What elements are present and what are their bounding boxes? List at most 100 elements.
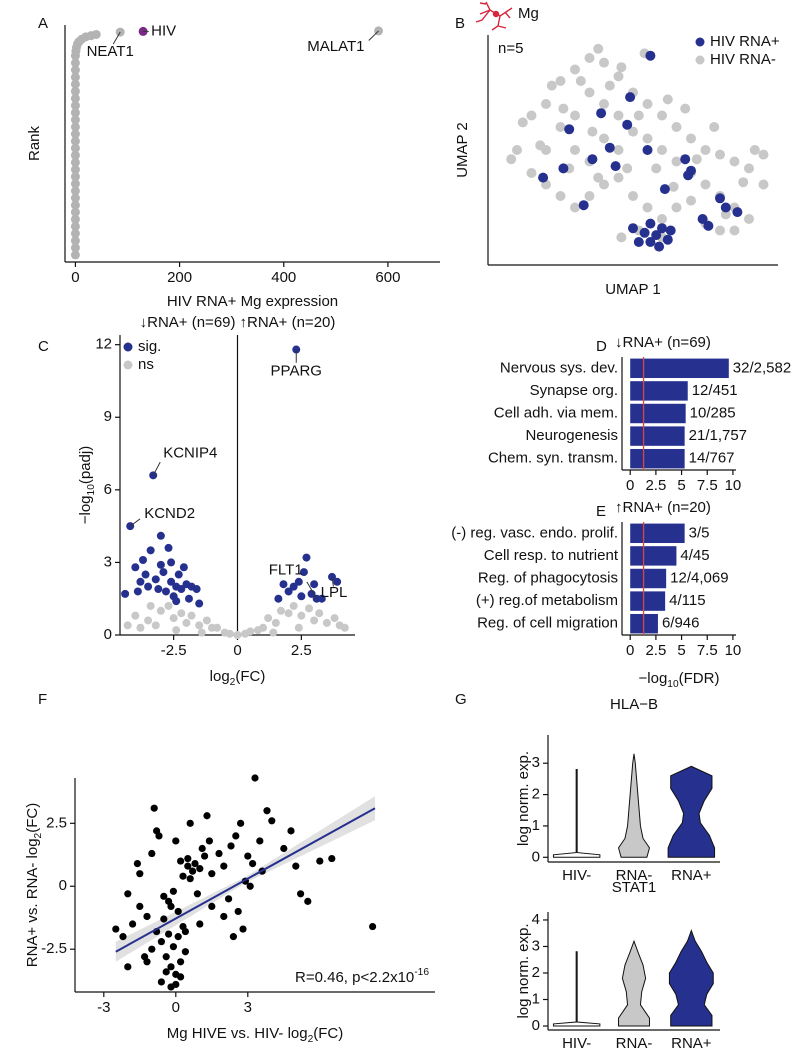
point <box>225 629 234 638</box>
point <box>625 92 636 103</box>
x-tick-label: 200 <box>167 269 192 286</box>
point <box>697 214 708 224</box>
y-axis-label: RNA+ vs. RNA- log2(FC) <box>24 803 44 967</box>
point <box>251 774 259 782</box>
count-label: 12/4,069 <box>670 569 728 586</box>
point <box>700 179 711 190</box>
label-part: log <box>210 668 230 685</box>
point <box>136 870 144 878</box>
bar <box>630 591 666 611</box>
point <box>671 202 682 213</box>
label-part: (padj) <box>77 446 94 484</box>
category-label: Reg. of cell migration <box>477 615 618 632</box>
leader-line <box>129 518 141 527</box>
point <box>244 852 252 860</box>
count-label: 21/1,757 <box>689 427 747 444</box>
point <box>220 912 228 921</box>
point <box>205 837 213 845</box>
point <box>181 948 189 956</box>
point <box>177 958 185 966</box>
point <box>287 827 295 835</box>
point <box>304 897 312 905</box>
y-tick-label: 2 <box>532 786 540 803</box>
x-tick-label: 7.5 <box>697 642 718 659</box>
chart-title: Mg <box>518 5 539 22</box>
violin <box>618 939 650 1027</box>
point <box>164 601 173 610</box>
point <box>70 186 80 196</box>
point <box>131 611 140 620</box>
x-tick-label: -3 <box>97 999 110 1016</box>
microglia-icon <box>475 1 513 31</box>
point <box>229 933 237 941</box>
point <box>172 597 181 606</box>
bar <box>630 403 686 424</box>
point <box>322 618 331 627</box>
y-tick-label: 3 <box>532 754 540 771</box>
count-label: 3/5 <box>689 524 710 541</box>
point <box>191 860 199 868</box>
panel-letter: D <box>596 338 607 355</box>
point <box>310 616 319 625</box>
point <box>651 163 662 174</box>
x-tick-label: 2.5 <box>645 642 666 659</box>
point <box>512 145 522 155</box>
point <box>177 973 185 981</box>
point <box>558 103 569 114</box>
point <box>651 230 662 241</box>
y-axis-label: −log10(padj) <box>77 446 97 524</box>
point <box>555 191 566 201</box>
y-tick-label: 2.5 <box>46 814 67 831</box>
point <box>196 920 204 928</box>
y-tick-label: 0 <box>532 1017 540 1034</box>
legend-marker <box>123 360 133 370</box>
x-tick-label: 2.5 <box>291 642 312 659</box>
point <box>177 857 185 865</box>
point-label: NEAT1 <box>87 43 134 60</box>
point <box>156 560 165 569</box>
x-tick-label: 5 <box>677 477 685 494</box>
point <box>70 93 80 103</box>
point <box>263 807 271 815</box>
point <box>691 154 702 165</box>
point-label: PPARG <box>271 362 322 379</box>
point <box>758 149 769 160</box>
point <box>657 145 667 155</box>
point <box>70 221 80 231</box>
point <box>604 80 615 91</box>
point <box>657 214 667 224</box>
point <box>633 110 644 121</box>
y-tick-label: -2.5 <box>41 940 67 957</box>
panel-letter: E <box>596 503 606 520</box>
point <box>225 895 233 903</box>
point <box>177 609 186 618</box>
point <box>136 902 144 911</box>
point <box>91 29 101 39</box>
point <box>310 580 319 589</box>
x-tick-label: RNA- <box>616 1035 653 1050</box>
point <box>184 862 192 870</box>
point <box>686 133 696 144</box>
point <box>622 163 633 174</box>
bar <box>630 358 729 379</box>
point <box>154 585 163 594</box>
x-tick-label: 5 <box>677 642 685 659</box>
point <box>208 902 216 911</box>
x-tick-label: 2.5 <box>645 477 666 494</box>
panel-letter: F <box>38 691 47 708</box>
point <box>167 963 175 971</box>
point <box>208 870 216 878</box>
point <box>659 184 670 195</box>
point <box>131 563 140 572</box>
y-tick-label: 3 <box>104 553 112 570</box>
y-tick-label: 6 <box>104 481 112 498</box>
point <box>201 852 209 860</box>
point <box>195 621 204 630</box>
y-tick-label: 12 <box>95 336 112 353</box>
point <box>657 110 667 121</box>
point <box>70 65 80 75</box>
point <box>599 57 609 68</box>
point <box>297 611 306 620</box>
point <box>70 250 80 260</box>
point <box>70 150 80 160</box>
